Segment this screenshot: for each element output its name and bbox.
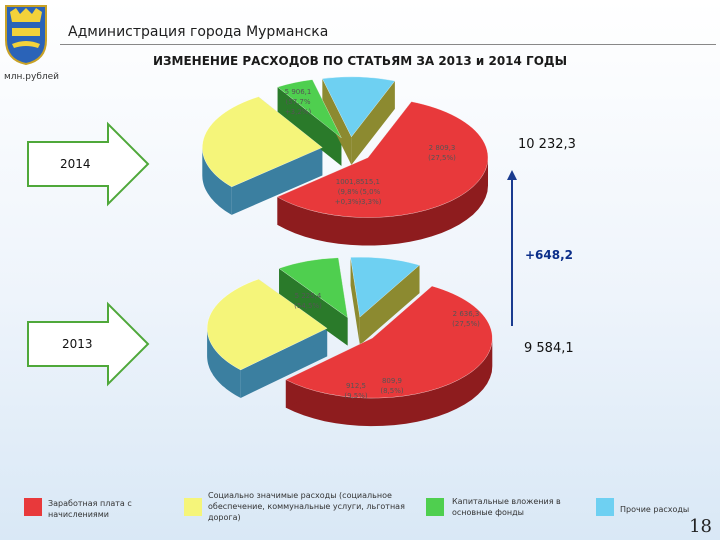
city-crest-logo [5, 5, 47, 66]
page-number: 18 [689, 516, 712, 537]
total-2014: 10 232,3 [518, 137, 576, 152]
chart-title: ИЗМЕНЕНИЕ РАСХОДОВ ПО СТАТЬЯМ ЗА 2013 и … [152, 54, 568, 68]
pie-edge-social-0 [322, 78, 352, 165]
pie-slice-salary [285, 285, 493, 399]
pie-edge-other-0 [240, 328, 328, 398]
slice-label-social: 912,5 (9,5%) [344, 382, 368, 400]
pie-edge-capital-0 [277, 87, 342, 166]
header-title: Администрация города Мурманска [68, 24, 329, 40]
pie-side-other [202, 147, 232, 215]
pie-side-salary [277, 157, 488, 246]
pie-edge-capital-0 [279, 268, 348, 346]
pie-slice-social [321, 76, 396, 138]
pie-slice-other [202, 96, 323, 188]
pie-edge-social-1 [359, 265, 420, 346]
pie-edge-social-0 [350, 257, 360, 346]
unit-label: млн.рублей [4, 72, 60, 82]
pie-chart-2013: 5 225,4 (54,5%) 2 636,3 (27,5%) 809,9 (8,5%) 9… [206, 256, 493, 427]
total-2013: 9 584,1 [524, 341, 574, 356]
pie-slice-other [206, 278, 328, 371]
legend-swatch-social [184, 498, 202, 516]
slice-label-capital: 515,1 (5,0% -3,3%) [358, 178, 381, 206]
legend-label-salary: Заработная плата с начислениями [48, 499, 132, 519]
legend-label-capital: Капитальные вложения в основные фонды [452, 497, 561, 517]
year-arrow-2014 [27, 121, 150, 207]
slice-label-other: 2 636,3 (27,5%) [452, 310, 480, 328]
slice-label-other: 2 809,3 (27,5%) [428, 144, 456, 162]
year-label-2014: 2014 [60, 157, 91, 171]
year-label-2013: 2013 [62, 337, 93, 351]
change-arrow-head [507, 170, 517, 180]
pie-slice-social [350, 256, 421, 318]
pie-slice-salary [276, 101, 489, 218]
legend-label-social: Социально значимые расходы (социальное о… [208, 491, 405, 522]
change-label: +648,2 [525, 248, 573, 262]
pie-side-salary [285, 338, 493, 427]
header-divider [60, 44, 716, 45]
year-arrow-2013 [27, 301, 150, 387]
pie-edge-social-1 [351, 80, 395, 165]
slice-label-social: 1001,8 (9,8% +0,3%) [335, 178, 362, 206]
slice-label-salary: 5 225,4 (54,5%) [294, 292, 322, 310]
pie-chart-2014: 5 906,1 (57,7% +3,2%) 2 809,3 (27,5%) 515,1 (5… [202, 76, 489, 246]
legend-swatch-other [596, 498, 614, 516]
legend-swatch-salary [24, 498, 42, 516]
pie-slice-capital [277, 79, 342, 139]
slice-label-capital: 809,9 (8,5%) [380, 377, 404, 395]
pie-edge-other-0 [231, 147, 323, 215]
legend-swatch-capital [426, 498, 444, 516]
slice-label-salary: 5 906,1 (57,7% +3,2%) [285, 88, 312, 116]
pie-slice-capital [278, 257, 348, 319]
legend-label-other: Прочие расходы [620, 505, 690, 514]
pie-side-other [207, 328, 241, 398]
